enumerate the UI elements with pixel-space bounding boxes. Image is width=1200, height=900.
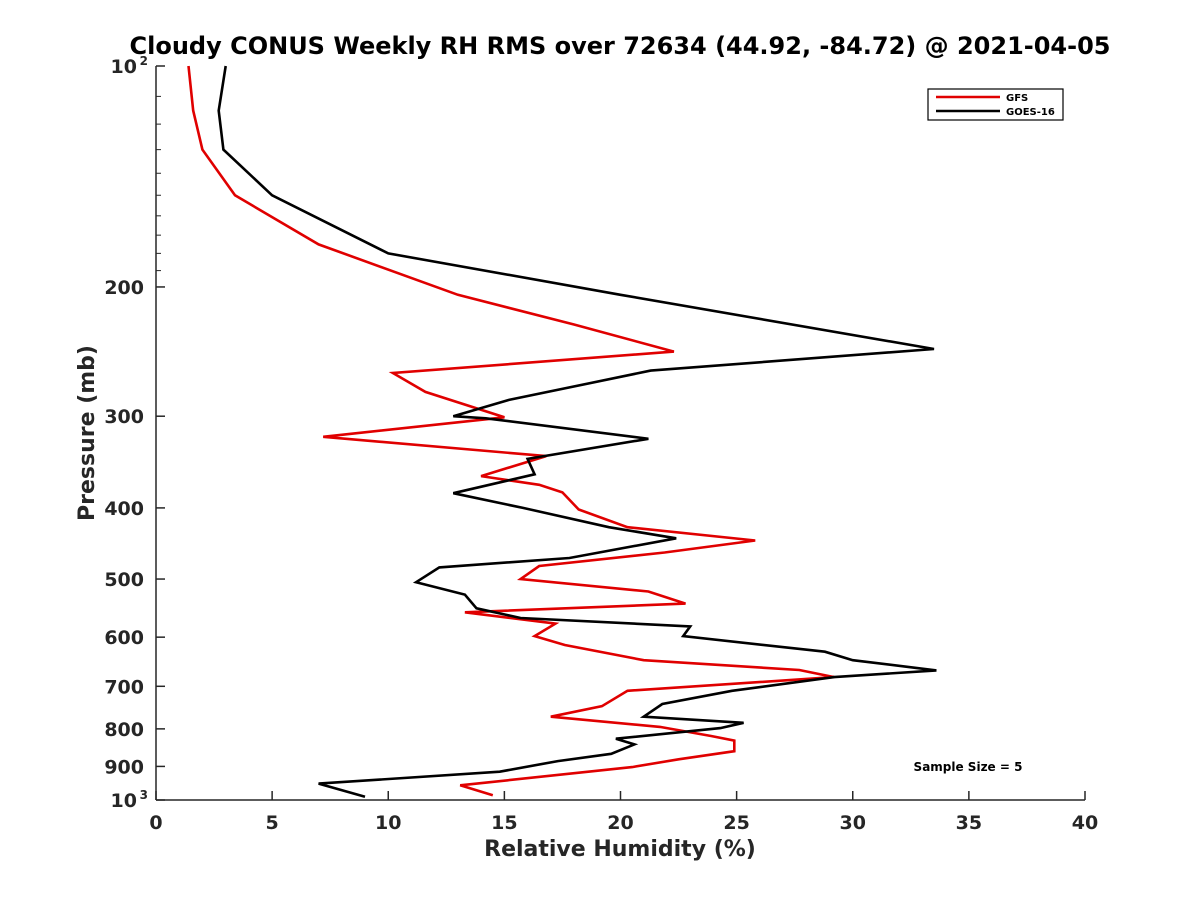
- plot-area: [156, 66, 1085, 800]
- x-tick-label: 20: [607, 812, 633, 834]
- sample-size-annotation: Sample Size = 5: [914, 760, 1023, 774]
- y-axis-label: Pressure (mb): [75, 345, 100, 521]
- x-tick-label: 30: [840, 812, 866, 834]
- x-tick-label: 10: [375, 812, 401, 834]
- legend-label-gfs: GFS: [1006, 93, 1028, 104]
- y-tick-exponent: 2: [140, 54, 148, 68]
- x-axis-label: Relative Humidity (%): [484, 837, 756, 862]
- x-tick-label: 35: [956, 812, 982, 834]
- x-tick-label: 15: [491, 812, 517, 834]
- y-tick-exponent: 3: [140, 788, 148, 802]
- y-tick-label: 700: [104, 676, 144, 698]
- chart-title: Cloudy CONUS Weekly RH RMS over 72634 (4…: [130, 32, 1111, 60]
- y-tick-label: 300: [104, 406, 144, 428]
- x-tick-label: 0: [149, 812, 162, 834]
- legend-label-goes16: GOES-16: [1006, 107, 1055, 118]
- y-tick-label: 10: [111, 56, 137, 78]
- x-axis-ticks: 0 5 10 15 20 25 30 35 40: [149, 791, 1098, 834]
- series-layer: [187, 65, 937, 799]
- x-tick-label: 40: [1072, 812, 1098, 834]
- series-line-goes16: [217, 65, 937, 799]
- legend: GFS GOES-16: [927, 88, 1064, 121]
- legend-box: [927, 88, 1064, 121]
- y-tick-label: 900: [104, 756, 144, 778]
- y-tick-label: 400: [104, 498, 144, 520]
- y-tick-label: 10: [111, 790, 137, 812]
- y-tick-label: 600: [104, 627, 144, 649]
- series-line-gfs: [187, 65, 835, 797]
- x-tick-label: 25: [723, 812, 749, 834]
- y-tick-label: 200: [104, 277, 144, 299]
- x-tick-label: 5: [266, 812, 279, 834]
- y-tick-label: 800: [104, 719, 144, 741]
- y-tick-label: 500: [104, 569, 144, 591]
